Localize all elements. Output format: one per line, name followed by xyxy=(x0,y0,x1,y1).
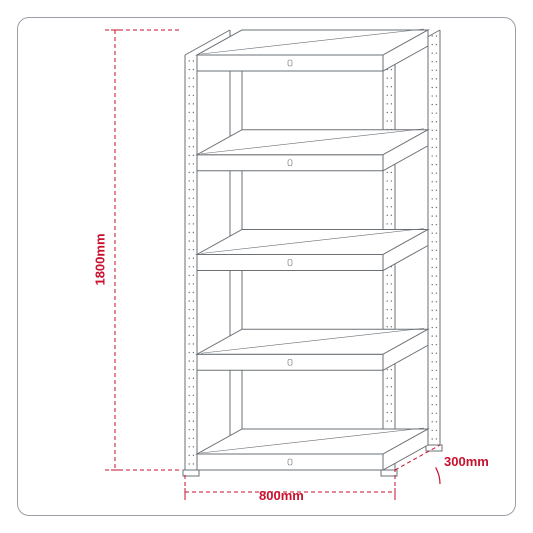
dimension-height-label: 1800mm xyxy=(93,233,108,285)
dimension-depth-label: 300mm xyxy=(444,454,489,469)
dimension-width-label: 800mm xyxy=(259,488,304,503)
